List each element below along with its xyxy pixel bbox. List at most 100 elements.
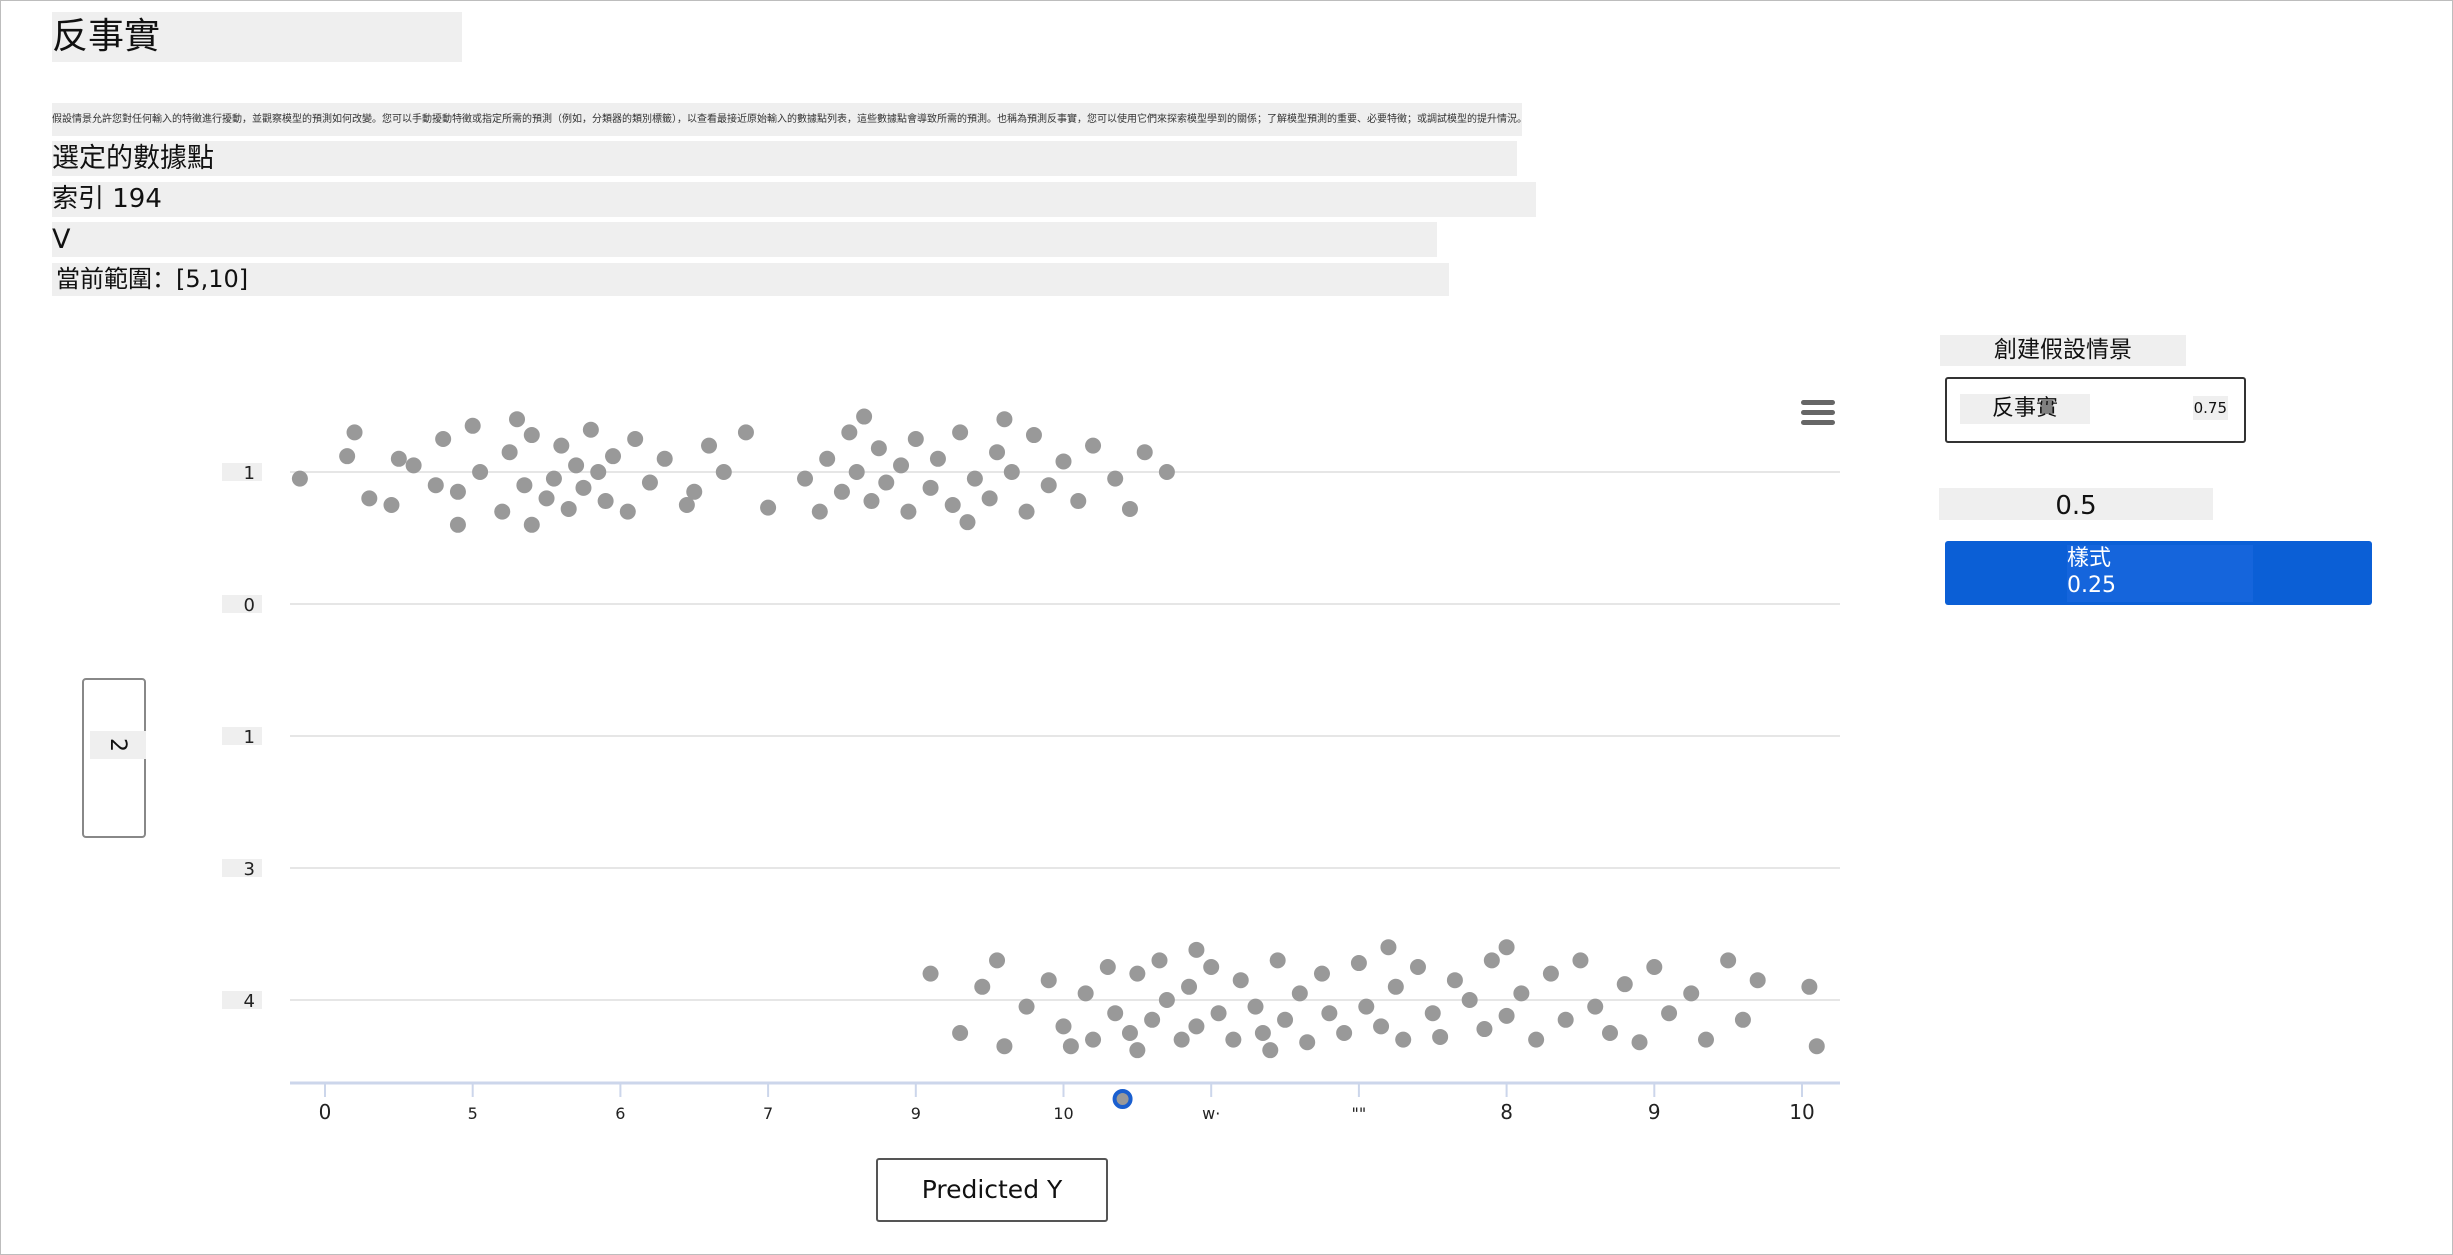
y-tick-label: 3 — [244, 859, 255, 880]
data-point — [841, 424, 858, 441]
data-point — [553, 437, 570, 454]
data-point — [641, 474, 658, 491]
data-point — [405, 457, 422, 474]
data-point — [797, 470, 814, 487]
data-point — [1040, 972, 1057, 989]
data-point — [291, 470, 308, 487]
x-tick-label: "" — [1352, 1104, 1367, 1123]
x-tick-label: 5 — [468, 1104, 478, 1123]
data-point — [597, 493, 614, 510]
data-point — [893, 457, 910, 474]
data-point — [1099, 959, 1116, 975]
style-button[interactable]: 樣式 0.25 — [1945, 541, 2372, 605]
y-tick-label: 4 — [244, 991, 255, 1012]
current-range: 當前範圍：[5,10] — [52, 263, 1449, 296]
data-point — [760, 499, 777, 516]
data-point — [1697, 1031, 1714, 1048]
x-axis-selector-button[interactable]: Predicted Y — [876, 1158, 1108, 1222]
data-point — [1476, 1021, 1493, 1038]
data-point — [1299, 1034, 1316, 1051]
data-point — [996, 411, 1013, 428]
data-point — [952, 424, 969, 441]
data-point — [435, 431, 452, 447]
selected-data-point[interactable] — [1112, 1089, 1133, 1109]
data-point — [922, 965, 939, 982]
x-tick-label: 0 — [319, 1100, 332, 1124]
data-point — [1188, 1018, 1205, 1035]
data-point — [1498, 1007, 1515, 1024]
x-tick-label: 8 — [1500, 1100, 1513, 1124]
y-axis-label: 2 — [90, 731, 146, 759]
data-point — [981, 490, 998, 507]
data-point — [1225, 1031, 1242, 1048]
data-point — [1461, 992, 1478, 1008]
data-point — [1085, 437, 1102, 454]
x-tick-label: 7 — [763, 1104, 773, 1123]
data-point — [1025, 427, 1042, 444]
data-point — [966, 470, 983, 487]
data-point — [1085, 1031, 1102, 1048]
data-point — [1232, 972, 1249, 989]
data-point — [1173, 1031, 1190, 1048]
hamburger-menu-icon[interactable] — [1801, 400, 1835, 428]
data-point — [1181, 978, 1198, 995]
data-point — [1350, 955, 1367, 972]
data-point — [989, 444, 1006, 461]
data-point — [1432, 1028, 1449, 1045]
data-point — [1528, 1031, 1545, 1048]
data-point — [568, 457, 585, 474]
data-point — [1321, 1005, 1338, 1022]
data-point — [686, 483, 703, 500]
page-title: 反事實 — [52, 12, 462, 62]
data-point — [1254, 1025, 1271, 1041]
data-point — [1446, 972, 1463, 989]
data-point — [605, 448, 622, 465]
feature-label: V — [52, 222, 1437, 257]
data-point — [1151, 952, 1168, 969]
data-point — [1144, 1011, 1161, 1028]
y-axis-selector-button[interactable]: 2 — [82, 678, 146, 838]
data-point — [1107, 1005, 1124, 1022]
data-point — [944, 497, 961, 513]
counterfactual-label: 反事實 — [1960, 394, 2090, 424]
data-point — [1601, 1025, 1618, 1041]
data-point — [870, 440, 887, 457]
data-point — [472, 464, 489, 480]
data-point — [819, 450, 836, 467]
data-point — [1269, 952, 1286, 969]
data-point — [1313, 965, 1330, 982]
data-point — [1070, 493, 1087, 510]
data-point — [1077, 985, 1094, 1002]
data-point — [464, 417, 481, 434]
data-point — [427, 477, 444, 494]
data-point — [1734, 1011, 1751, 1028]
data-point — [996, 1038, 1013, 1055]
data-point — [878, 474, 895, 491]
counterfactual-option[interactable]: 反事實 0.75 — [1945, 377, 2246, 443]
selected-datapoint-heading: 選定的數據點 — [52, 141, 1517, 176]
data-point — [922, 479, 939, 496]
counterfactual-value: 0.75 — [2192, 396, 2228, 420]
x-tick-label: 10 — [1789, 1100, 1814, 1124]
data-point — [701, 437, 718, 454]
data-point — [1808, 1038, 1825, 1055]
data-point — [1409, 959, 1426, 975]
data-point — [339, 448, 356, 465]
style-value: 0.25 — [2067, 573, 2116, 598]
data-point — [1387, 978, 1404, 995]
data-point — [1210, 1005, 1227, 1022]
data-point — [811, 503, 828, 520]
x-tick-label: w· — [1202, 1104, 1220, 1123]
data-point — [1336, 1025, 1353, 1041]
x-tick-label: 10 — [1053, 1104, 1073, 1123]
data-point — [1203, 959, 1220, 975]
data-point — [833, 483, 850, 500]
data-point — [1188, 941, 1205, 958]
data-point — [989, 952, 1006, 969]
data-point — [1380, 939, 1397, 956]
data-point — [1018, 503, 1035, 520]
data-point — [627, 431, 644, 447]
data-point — [952, 1025, 969, 1041]
data-point — [1040, 477, 1057, 494]
data-point — [1158, 992, 1175, 1008]
